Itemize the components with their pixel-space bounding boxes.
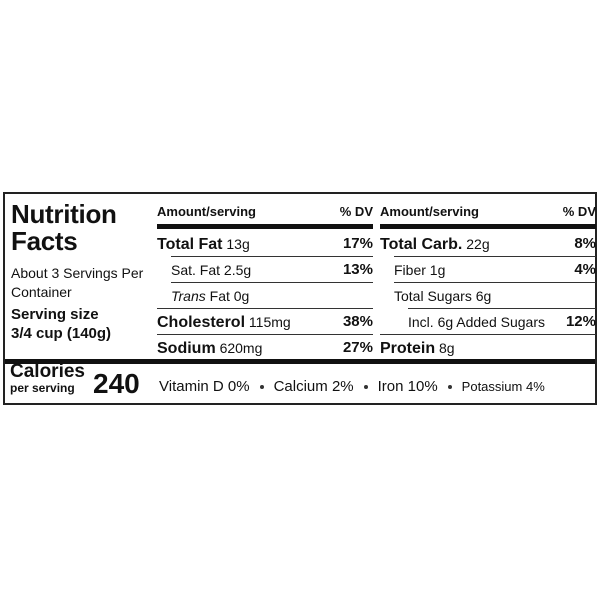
vitamin: Iron 10%	[377, 378, 438, 395]
row-line	[394, 282, 596, 283]
header-dv: % DV	[339, 204, 373, 219]
nutrient-name: Fiber	[394, 262, 426, 278]
nutrient-row: Total Fat 13g 17%	[157, 231, 373, 257]
nutrient-name: Sat. Fat	[171, 262, 221, 278]
nutrient-name: Protein	[380, 340, 436, 357]
calories-label: Calories	[10, 361, 85, 382]
serving-size: 3/4 cup (140g)	[11, 325, 112, 342]
vitamin: Vitamin D 0%	[159, 378, 250, 395]
separator	[447, 385, 452, 390]
nutrient-amount: 0g	[233, 288, 250, 304]
nutrient-dv: 13%	[342, 261, 373, 278]
nutrient-name: Total Carb.	[380, 236, 463, 253]
separator	[363, 385, 368, 390]
nutrient-row: Incl. 6g Added Sugars 12%	[408, 309, 596, 335]
row-line	[380, 334, 596, 335]
nutrient-row: Total Sugars 6g	[394, 283, 596, 309]
row-line	[171, 282, 373, 283]
nutrient-row: Protein 8g	[380, 335, 596, 361]
nutrient-name: Total Sugars	[394, 288, 472, 304]
vitamins: Vitamin D 0% Calcium 2% Iron 10% Potassium …	[159, 377, 545, 397]
header-amount: Amount/serving	[380, 204, 479, 219]
nutrient-amount: 8g	[439, 340, 455, 356]
nutrient-amount: 620mg	[219, 340, 263, 356]
nutrient-name: Cholesterol	[157, 314, 246, 331]
separator	[259, 385, 264, 390]
nutrient-dv: 27%	[342, 339, 373, 356]
divider	[380, 224, 596, 229]
nutrient-dv: 8%	[574, 235, 596, 252]
nutrient-amount: 2.5g	[223, 262, 252, 278]
calories-sub: per serving	[10, 381, 75, 395]
nutrient-name-italic: Trans	[171, 288, 206, 304]
nutrient-amount: 22g	[466, 236, 490, 252]
divider	[157, 224, 373, 229]
nutrient-name: Sodium	[157, 340, 216, 357]
row-line	[408, 308, 596, 309]
nutrient-amount: 13g	[226, 236, 250, 252]
nutrient-amount: 6g	[475, 288, 492, 304]
header-amount: Amount/serving	[157, 204, 256, 219]
nutrient-row: Fiber 1g 4%	[394, 257, 596, 283]
calories: 240	[93, 368, 140, 399]
nutrient-dv: 12%	[565, 313, 596, 330]
nutrient-row: Sodium 620mg 27%	[157, 335, 373, 361]
nutrient-dv: 38%	[342, 313, 373, 330]
nutrient-row: Sat. Fat 2.5g 13%	[171, 257, 373, 283]
nutrition-label: Nutrition Facts About 3 Servings Per Con…	[3, 192, 597, 405]
vitamin: Calcium 2%	[273, 378, 354, 395]
nutrient-name: Incl. 6g Added Sugars	[408, 314, 545, 330]
header-dv: % DV	[562, 204, 596, 219]
nutrient-dv: 17%	[342, 235, 373, 252]
nutrient-dv: 4%	[574, 261, 596, 278]
nutrient-amount: 115mg	[248, 314, 291, 330]
title: Nutrition Facts	[11, 199, 117, 256]
nutrient-name: Total Fat	[157, 236, 223, 253]
vitamin: Potassium 4%	[461, 379, 545, 394]
divider	[5, 359, 595, 364]
row-line	[157, 334, 373, 335]
row-line	[157, 308, 373, 309]
nutrient-row: Trans Fat 0g	[171, 283, 373, 309]
servings: About 3 Servings Per Container	[11, 265, 144, 300]
row-line	[171, 256, 373, 257]
serving-size-label: Serving size	[11, 306, 99, 323]
nutrient-name: Fat	[209, 288, 230, 304]
nutrient-row: Cholesterol 115mg 38%	[157, 309, 373, 335]
row-line	[394, 256, 596, 257]
nutrient-amount: 1g	[429, 262, 446, 278]
nutrient-row: Total Carb. 22g 8%	[380, 231, 596, 257]
